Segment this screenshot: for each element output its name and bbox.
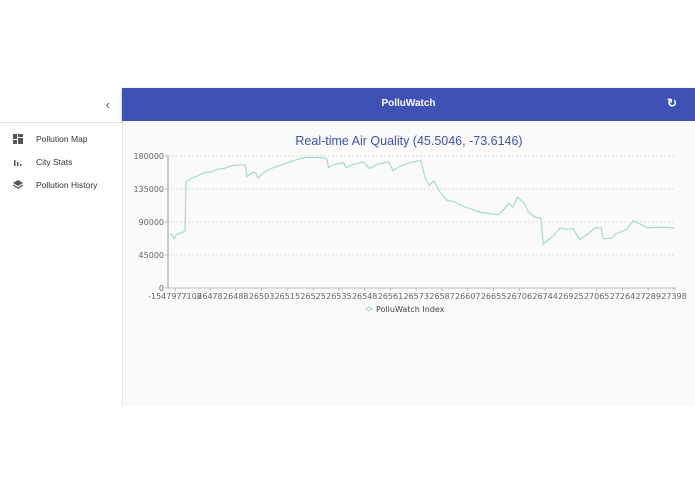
x-tick-label: 26706 bbox=[507, 292, 532, 301]
sidebar-item-city-stats[interactable]: City Stats bbox=[0, 150, 122, 173]
refresh-icon[interactable]: ↻ bbox=[666, 96, 677, 110]
sidebar-item-pollution-map[interactable]: Pollution Map bbox=[0, 127, 122, 150]
chart-title: Real-time Air Quality (45.5046, -73.6146… bbox=[295, 134, 523, 148]
x-tick-label: 26478 bbox=[197, 292, 222, 301]
x-tick-label: 26925 bbox=[558, 292, 583, 301]
y-tick-label: 135000 bbox=[133, 185, 164, 194]
x-tick-label: 26535 bbox=[326, 292, 351, 301]
x-tick-label: 26525 bbox=[300, 292, 325, 301]
chevron-left-icon[interactable]: ‹ bbox=[105, 97, 110, 112]
x-tick-label: 27289 bbox=[635, 292, 660, 301]
x-tick-label: 26744 bbox=[532, 292, 557, 301]
y-tick-label: 180000 bbox=[133, 152, 164, 161]
x-tick-label: 26573 bbox=[403, 292, 428, 301]
sidebar-nav: Pollution Map City Stats Pollution Histo… bbox=[0, 123, 122, 196]
x-tick-label: 27065 bbox=[584, 292, 609, 301]
y-tick-label: 45000 bbox=[139, 251, 164, 260]
x-tick-label: 26515 bbox=[275, 292, 300, 301]
legend-label[interactable]: PolluWatch Index bbox=[376, 305, 445, 314]
sidebar-item-pollution-history[interactable]: Pollution History bbox=[0, 173, 122, 196]
x-tick-label: 26548 bbox=[352, 292, 377, 301]
sidebar-item-label: City Stats bbox=[36, 156, 73, 167]
main-content: Real-time Air Quality (45.5046, -73.6146… bbox=[123, 121, 695, 406]
bar-chart-icon bbox=[0, 157, 36, 167]
series-line bbox=[169, 156, 675, 246]
app-bar: PolluWatch ↻ bbox=[122, 88, 695, 121]
sidebar-header: ‹ bbox=[0, 88, 122, 123]
x-tick-label: 26655 bbox=[481, 292, 506, 301]
x-tick-label: 27264 bbox=[610, 292, 635, 301]
app-title: PolluWatch bbox=[381, 98, 436, 109]
x-tick-label: 26607 bbox=[455, 292, 480, 301]
x-tick-label: -1547977108 bbox=[148, 292, 202, 301]
dashboard-icon bbox=[0, 133, 36, 144]
y-tick-label: 90000 bbox=[139, 218, 164, 227]
x-tick-label: 26587 bbox=[429, 292, 454, 301]
x-tick-label: 26503 bbox=[249, 292, 274, 301]
x-tick-label: 26488 bbox=[223, 292, 248, 301]
x-tick-label: 27398 bbox=[661, 292, 686, 301]
y-tick-label: 0 bbox=[159, 284, 164, 293]
layers-icon bbox=[0, 179, 36, 190]
sidebar-item-label: Pollution Map bbox=[36, 133, 88, 144]
x-tick-label: 26561 bbox=[378, 292, 403, 301]
sidebar-item-label: Pollution History bbox=[36, 179, 98, 190]
legend-marker bbox=[366, 306, 372, 312]
sidebar: ‹ Pollution Map City Stats Pollution His… bbox=[0, 88, 123, 406]
